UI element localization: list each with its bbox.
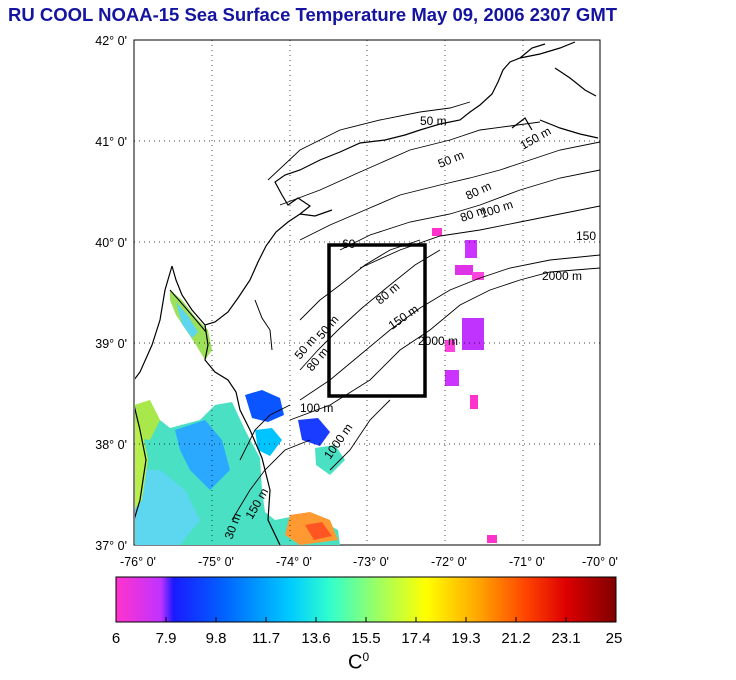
contour-label: 2000 m [418, 334, 458, 348]
sst-blob [455, 265, 473, 275]
lat-tick-label: 41° 0' [95, 135, 127, 149]
sst-blob [432, 228, 442, 236]
lon-axis: -76° 0' -75° 0' -74° 0' -73° 0' -72° 0' … [120, 555, 618, 569]
unit-superscript: 0 [362, 650, 370, 664]
colorbar-tick-label: 25 [606, 630, 623, 647]
contour-shelf-80 [299, 249, 441, 371]
sst-patch-shelf-4 [315, 445, 345, 475]
contour-150m [359, 205, 601, 269]
contour-2000m [289, 267, 601, 421]
sst-blob [445, 340, 455, 352]
lon-tick-label: -76° 0' [120, 555, 156, 569]
sst-patch-shelf-2 [255, 428, 282, 456]
sst-patch-chesapeake [135, 421, 148, 509]
contour-80m [299, 141, 601, 241]
contour-south-2000 [329, 399, 391, 471]
sst-patch-shelf-3 [298, 418, 330, 446]
colorbar-labels: 6 7.9 9.8 11.7 13.6 15.5 17.4 19.3 21.2 … [112, 630, 623, 647]
sst-blob [462, 318, 484, 350]
lon-tick-label: -71° 0' [509, 555, 545, 569]
lat-tick-label: 42° 0' [95, 34, 127, 48]
colorbar-tick-label: 19.3 [451, 630, 480, 647]
graticule [134, 40, 600, 545]
contour-label: 50 m [420, 114, 447, 128]
colorbar-tick-label: 13.6 [301, 630, 330, 647]
coastline-inlet [254, 299, 273, 351]
bathymetry-contours [231, 101, 601, 521]
colorbar [115, 576, 617, 623]
coastline-bay [169, 289, 207, 333]
sst-blob [465, 240, 477, 258]
sst-patch-delaware-inner [176, 302, 198, 338]
colorbar-tick-label: 9.8 [206, 630, 227, 647]
colorbar-ticks [165, 617, 567, 622]
sst-blob [445, 370, 459, 386]
lon-tick-label: -74° 0' [276, 555, 312, 569]
sst-blob [487, 535, 497, 543]
contour-south-150 [231, 439, 311, 521]
contour-shelf-50 [299, 239, 421, 321]
lat-tick-label: 39° 0' [95, 337, 127, 351]
lat-tick-label: 38° 0' [95, 438, 127, 452]
contour-50m-north [267, 101, 471, 181]
map-title: RU COOL NOAA-15 Sea Surface Temperature … [8, 4, 618, 25]
study-area-box [327, 243, 427, 398]
colorbar-tick-label: 6 [112, 630, 120, 647]
sst-patch-colder [175, 420, 230, 490]
sst-blob [472, 272, 484, 280]
sst-patch-shelf [245, 390, 284, 422]
lon-tick-label: -73° 0' [353, 555, 389, 569]
colorbar-tick-label: 15.5 [351, 630, 380, 647]
unit-base: C [348, 651, 363, 674]
lon-tick-label: -72° 0' [431, 555, 467, 569]
lon-tick-label: -70° 0' [582, 555, 618, 569]
coastline [135, 41, 599, 545]
lon-tick-label: -75° 0' [198, 555, 234, 569]
lat-axis: 42° 0' 41° 0' 40° 0' 39° 0' 38° 0' 37° 0… [95, 34, 127, 553]
colorbar-tick-label: 23.1 [551, 630, 580, 647]
contour-label: 2000 m [542, 269, 582, 283]
lat-tick-label: 40° 0' [95, 236, 127, 250]
contour-100m [339, 169, 601, 251]
sst-patch-hot [305, 522, 332, 540]
contour-50m [279, 121, 541, 206]
lat-tick-label: 37° 0' [95, 539, 127, 553]
contour-label: 60 [342, 237, 356, 251]
sst-blob [470, 395, 478, 409]
colorbar-tick-label: 11.7 [252, 630, 280, 647]
contour-south-30 [239, 404, 291, 461]
colorbar-tick-label: 17.4 [401, 630, 430, 647]
contour-shelf-150 [299, 254, 601, 401]
sst-patch-cool [135, 470, 200, 545]
colorbar-tick-label: 7.9 [156, 630, 177, 647]
colorbar-unit: C0 [348, 650, 369, 675]
contour-label: 150 [576, 229, 596, 243]
colorbar-tick-label: 21.2 [501, 630, 530, 647]
contour-label: 100 m [300, 401, 333, 415]
